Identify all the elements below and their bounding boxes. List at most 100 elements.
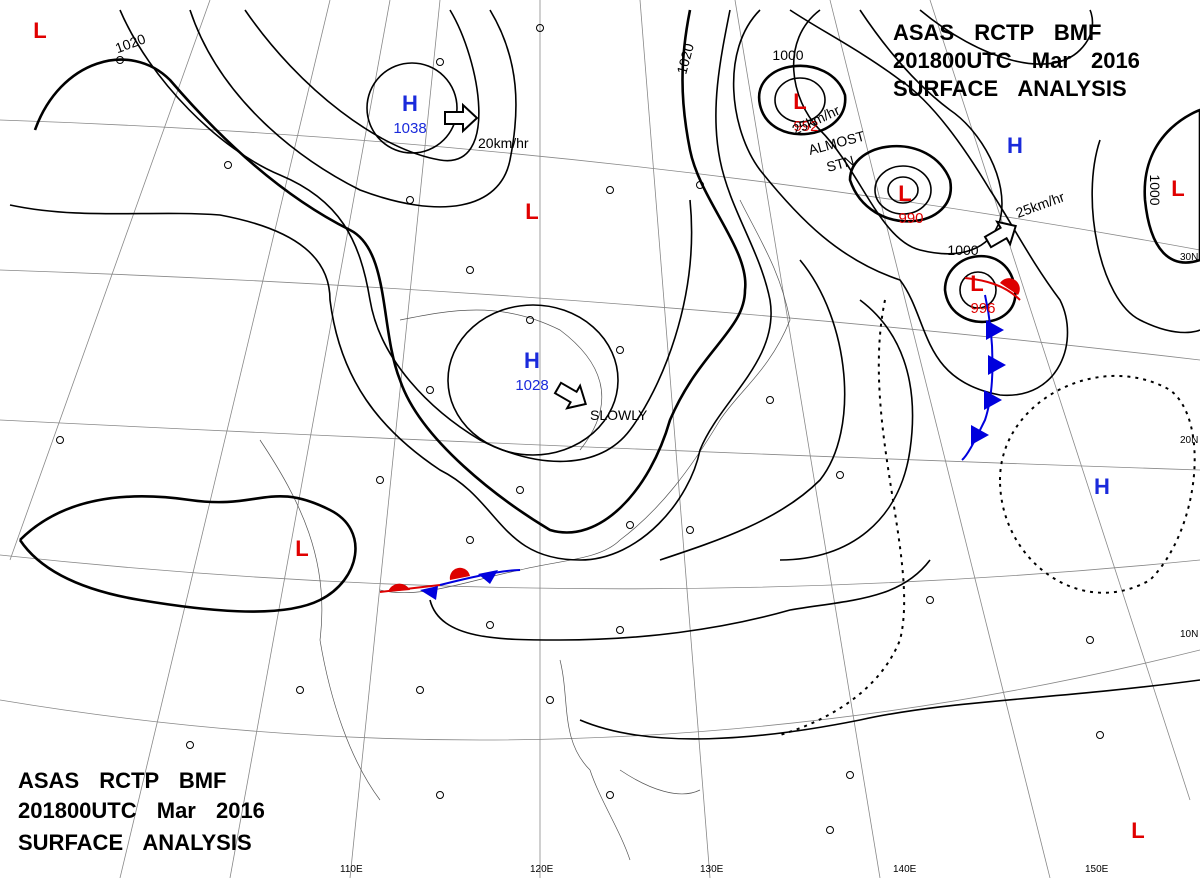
isobar xyxy=(447,304,619,456)
station xyxy=(426,386,434,394)
parallel xyxy=(0,419,1200,471)
meridian xyxy=(734,0,881,878)
warm-front-symbol xyxy=(388,583,410,592)
isobar xyxy=(429,559,931,641)
isobar xyxy=(366,62,458,154)
station xyxy=(376,476,384,484)
longitude-label: 150E xyxy=(1085,864,1109,875)
station xyxy=(616,626,624,634)
station xyxy=(606,791,614,799)
station xyxy=(926,596,934,604)
station xyxy=(466,266,474,274)
meridian xyxy=(929,0,1191,801)
isobar-label: 1020 xyxy=(673,41,697,75)
latitude-label: 10N xyxy=(1180,629,1198,640)
station xyxy=(436,58,444,66)
longitude-label: 120E xyxy=(530,864,554,875)
parallel xyxy=(0,269,1200,361)
pressure-center-symbol: H xyxy=(524,348,540,373)
coastline xyxy=(379,419,721,593)
station xyxy=(436,791,444,799)
station xyxy=(546,696,554,704)
cold-front-symbol xyxy=(986,320,1004,340)
pressure-center-symbol: L xyxy=(793,89,806,114)
pressure-center-symbol: L xyxy=(1171,176,1184,201)
isobar xyxy=(959,271,997,309)
station xyxy=(826,826,834,834)
station xyxy=(836,471,844,479)
station xyxy=(1096,731,1104,739)
isobar xyxy=(1143,108,1200,264)
station xyxy=(1086,636,1094,644)
isobar xyxy=(244,9,480,162)
station xyxy=(616,346,624,354)
coastline xyxy=(399,309,603,451)
station xyxy=(526,316,534,324)
cold-front-symbol xyxy=(478,570,498,584)
pressure-center-value: 992 xyxy=(793,118,818,135)
warm-front xyxy=(964,277,1021,301)
longitude-label: 140E xyxy=(893,864,917,875)
header-line: 201800UTC Mar 2016 xyxy=(893,48,1140,73)
header-line: SURFACE ANALYSIS xyxy=(893,76,1127,101)
station xyxy=(686,526,694,534)
pressure-center-symbol: L xyxy=(1131,818,1144,843)
isobar xyxy=(774,77,826,123)
cold-front-symbol xyxy=(420,586,438,600)
longitude-label: 110E xyxy=(340,864,363,875)
isobar xyxy=(848,144,953,223)
station xyxy=(486,621,494,629)
station xyxy=(296,686,304,694)
isobar xyxy=(9,9,772,561)
trough xyxy=(779,299,906,736)
parallel xyxy=(0,119,1200,251)
header-bottom: ASAS RCTP BMF 201800UTC Mar 2016 SURFACE… xyxy=(18,768,265,855)
station xyxy=(406,196,414,204)
isobar xyxy=(18,494,357,613)
pressure-center-value: 990 xyxy=(898,210,923,227)
pressure-center-symbol: H xyxy=(402,91,418,116)
motion-label: 20km/hr xyxy=(478,135,529,151)
station xyxy=(606,186,614,194)
meridian xyxy=(829,0,1051,878)
pressure-center-value: 1028 xyxy=(515,377,548,394)
coastline xyxy=(259,439,381,801)
station xyxy=(696,181,704,189)
station xyxy=(516,486,524,494)
coastline xyxy=(619,769,701,795)
meridian xyxy=(119,0,331,878)
station xyxy=(56,436,64,444)
isobar-label: 1000 xyxy=(1147,174,1163,205)
header-line: ASAS RCTP BMF xyxy=(893,20,1102,45)
cold-front-symbol xyxy=(971,425,989,445)
isobar xyxy=(119,9,693,463)
motion-arrow xyxy=(553,381,587,410)
station xyxy=(224,161,232,169)
header-line: SURFACE ANALYSIS xyxy=(18,830,252,855)
isobar xyxy=(919,9,1094,65)
isobar-label: 1000 xyxy=(947,242,978,258)
isobar xyxy=(579,679,1200,740)
warm-front-symbol xyxy=(449,567,470,580)
pressure-center-symbol: L xyxy=(525,199,538,224)
isobar xyxy=(874,165,932,215)
motion-arrow xyxy=(444,102,479,134)
isobar xyxy=(732,9,1069,396)
station xyxy=(416,686,424,694)
station xyxy=(186,741,194,749)
station xyxy=(846,771,854,779)
pressure-center-value: 996 xyxy=(970,300,995,317)
latitude-label: 20N xyxy=(1180,435,1198,446)
pressure-center-symbol: L xyxy=(898,181,911,206)
motion-label: STN xyxy=(825,152,856,175)
isobar xyxy=(887,176,919,204)
isobar xyxy=(1091,139,1200,334)
pressure-center-value: 1038 xyxy=(393,120,426,137)
meridian xyxy=(9,0,211,561)
cold-front-symbol xyxy=(988,355,1006,375)
pressure-center-symbol: L xyxy=(295,536,308,561)
pressure-center-symbol: H xyxy=(1007,133,1023,158)
